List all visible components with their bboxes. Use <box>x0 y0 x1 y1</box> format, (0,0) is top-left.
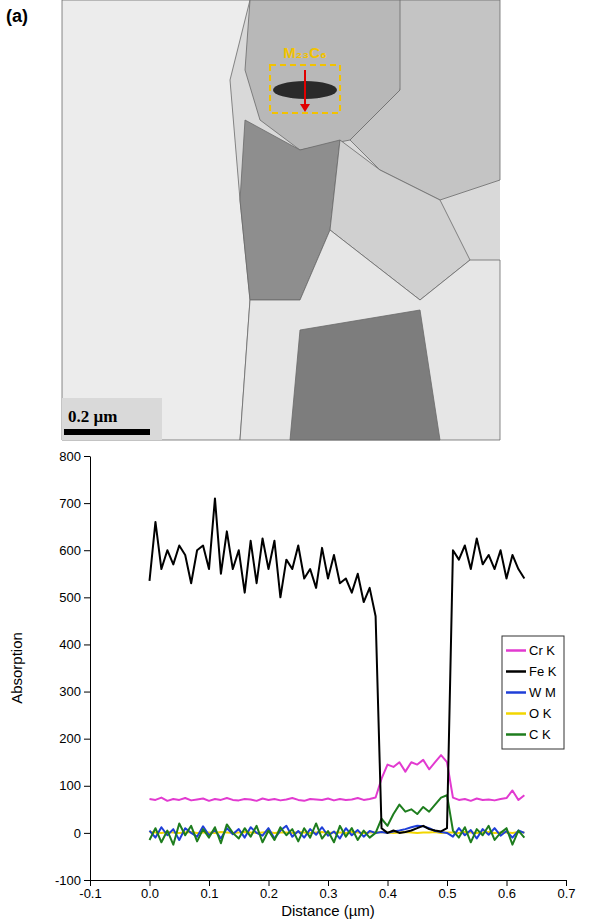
x-tick-label: 0.4 <box>379 886 397 901</box>
legend-label: C K <box>529 727 551 742</box>
grain <box>240 230 500 440</box>
x-tick-mark <box>90 880 91 886</box>
legend-label: O K <box>529 706 552 721</box>
x-tick-mark <box>507 880 508 886</box>
y-tick: 600 <box>59 543 90 558</box>
x-tick-label: 0.6 <box>498 886 516 901</box>
series-line <box>150 755 525 801</box>
x-tick-mark <box>150 880 151 886</box>
y-tick-label: 700 <box>59 496 81 511</box>
scale-bar <box>64 429 150 435</box>
y-tick: 200 <box>59 731 90 746</box>
y-axis-title: Absorption <box>8 632 25 704</box>
x-axis-title: Distance (µm) <box>281 902 375 919</box>
y-tick-mark <box>84 597 90 598</box>
roi-box <box>270 65 340 113</box>
y-tick-mark <box>84 456 90 457</box>
y-tick: 500 <box>59 590 90 605</box>
y-tick-mark <box>84 503 90 504</box>
x-tick-label: -0.1 <box>79 886 101 901</box>
legend: Cr K Fe K W M O K C K <box>502 636 564 749</box>
y-tick-label: 200 <box>59 731 81 746</box>
legend-swatch <box>506 670 526 673</box>
y-tick-mark <box>84 692 90 693</box>
legend-label: Fe K <box>529 664 557 679</box>
x-axis: -0.1 0.0 0.1 0.2 0.3 0.4 0.5 0.6 0.7 <box>79 880 575 901</box>
y-tick-mark <box>84 739 90 740</box>
y-axis: -100 0 100 200 300 400 500 600 700 800 <box>55 449 91 888</box>
annotation: M₂₃C₆ <box>283 44 327 61</box>
x-tick-mark <box>447 880 448 886</box>
y-tick-label: 600 <box>59 543 81 558</box>
y-tick-mark <box>84 550 90 551</box>
x-tick-mark <box>388 880 389 886</box>
x-tick: 0.1 <box>200 880 218 901</box>
y-axis-line <box>90 457 91 881</box>
x-tick-label: 0.5 <box>438 886 456 901</box>
micrograph-background <box>62 0 500 440</box>
y-tick-mark <box>84 880 90 881</box>
scale-bar-ground <box>62 398 162 440</box>
grain <box>62 0 250 440</box>
y-tick: 800 <box>59 449 90 464</box>
x-tick-mark <box>269 880 270 886</box>
y-tick-label: 300 <box>59 684 81 699</box>
x-tick: 0.5 <box>438 880 456 901</box>
y-tick-mark <box>84 833 90 834</box>
scan-arrow-head <box>300 104 310 112</box>
x-tick-label: 0.0 <box>141 886 159 901</box>
series-line <box>150 498 525 832</box>
panel-label: (a) <box>6 6 28 26</box>
y-tick-label: 800 <box>59 449 81 464</box>
x-tick-label: 0.7 <box>557 886 575 901</box>
figure: M₂₃C₆ 0.2 µm (a) -0.1 0.0 0.1 0.2 0.3 0.4 0.5 0.6 0… <box>0 0 592 924</box>
x-tick: 0.0 <box>141 880 159 901</box>
x-tick: -0.1 <box>79 880 101 901</box>
y-tick-label: 0 <box>74 826 81 841</box>
x-tick-label: 0.1 <box>200 886 218 901</box>
series-line <box>150 795 525 844</box>
y-tick: 0 <box>74 826 90 841</box>
y-tick: 300 <box>59 684 90 699</box>
x-tick: 0.2 <box>260 880 278 901</box>
legend-label: Cr K <box>529 643 555 658</box>
x-tick-label: 0.2 <box>260 886 278 901</box>
scale-bar-label: 0.2 µm <box>68 407 117 426</box>
y-tick: 100 <box>59 778 90 793</box>
y-tick-label: 100 <box>59 778 81 793</box>
legend-box <box>502 636 564 749</box>
x-tick: 0.3 <box>319 880 337 901</box>
x-tick-label: 0.3 <box>319 886 337 901</box>
y-tick-mark <box>84 644 90 645</box>
legend-swatch <box>506 733 526 736</box>
legend-swatch <box>506 649 526 652</box>
y-tick: 700 <box>59 496 90 511</box>
grain <box>290 310 440 440</box>
scan-arrow <box>304 70 306 106</box>
x-tick: 0.6 <box>498 880 516 901</box>
legend-swatch <box>506 691 526 694</box>
x-tick: 0.7 <box>557 880 575 901</box>
y-tick: -100 <box>55 873 90 888</box>
legend-label: W M <box>529 685 556 700</box>
x-tick-mark <box>328 880 329 886</box>
plot-area <box>150 498 525 844</box>
legend-swatch <box>506 712 526 715</box>
y-tick: 400 <box>59 637 90 652</box>
y-tick-label: 400 <box>59 637 81 652</box>
x-tick-mark <box>566 880 567 886</box>
x-tick: 0.4 <box>379 880 397 901</box>
y-tick-label: 500 <box>59 590 81 605</box>
y-tick-label: -100 <box>55 873 81 888</box>
micrograph: M₂₃C₆ 0.2 µm <box>62 0 500 440</box>
x-tick-mark <box>209 880 210 886</box>
y-tick-mark <box>84 786 90 787</box>
